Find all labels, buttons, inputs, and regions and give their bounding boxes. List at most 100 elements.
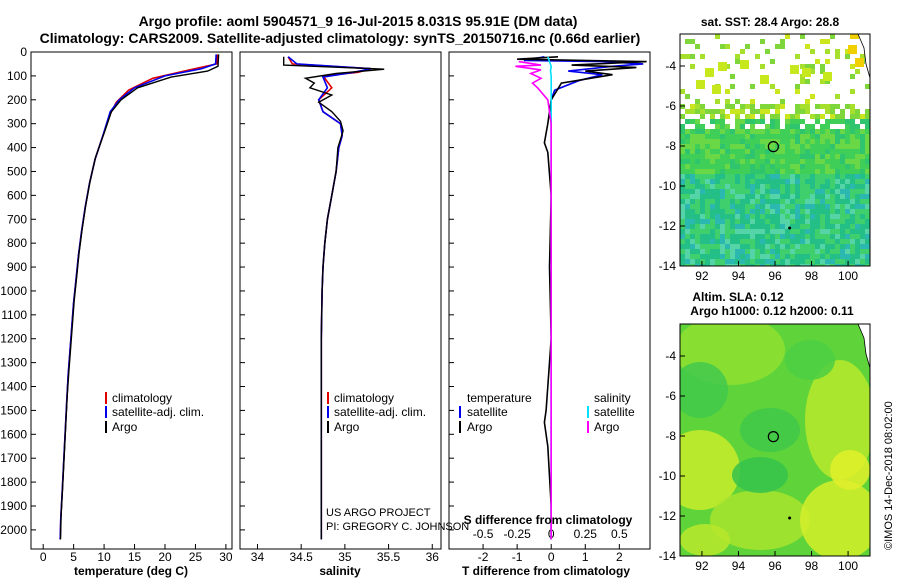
sst-cell	[845, 264, 850, 266]
sst-cell	[695, 189, 700, 194]
sst-cell	[700, 149, 705, 154]
sst-cell	[840, 149, 845, 154]
sst-cell	[820, 214, 825, 219]
sst-cell	[800, 219, 805, 224]
sst-cell	[840, 164, 845, 169]
sst-cell	[805, 169, 810, 174]
sst-cell	[745, 209, 750, 214]
map-y-tick-label: -8	[665, 429, 676, 443]
sst-cell	[755, 164, 760, 169]
sst-cell	[865, 239, 870, 244]
legend-label-s-satellite: satellite	[594, 405, 635, 419]
sla-map-field	[680, 324, 870, 556]
sst-cell	[750, 219, 755, 224]
sst-cell	[750, 84, 755, 89]
sst-cell	[705, 224, 710, 229]
sst-cell	[770, 124, 775, 129]
sst-cell	[745, 184, 750, 189]
sst-cell	[785, 189, 790, 194]
sst-cell	[720, 154, 725, 159]
sst-cell	[715, 119, 720, 124]
sst-cell	[750, 259, 755, 264]
sst-cell	[755, 174, 760, 179]
map-y-tick-label: -12	[659, 509, 677, 523]
sst-cell	[710, 114, 715, 119]
sst-cell	[755, 214, 760, 219]
sst-cell	[820, 134, 825, 139]
sst-cell	[860, 209, 865, 214]
sst-cell	[790, 164, 795, 169]
sst-cell	[765, 214, 770, 219]
sst-cell	[845, 54, 850, 59]
sst-cell	[800, 119, 805, 124]
sst-cell	[705, 68, 714, 77]
sst-cell	[695, 194, 700, 199]
sst-cell	[850, 244, 855, 249]
sst-cell	[690, 149, 695, 154]
sst-cell	[730, 184, 735, 189]
sst-cell	[740, 124, 745, 129]
sst-cell	[810, 194, 815, 199]
sst-cell	[860, 179, 865, 184]
sst-cell	[765, 204, 770, 209]
sst-cell	[720, 239, 725, 244]
sst-cell	[785, 159, 790, 164]
depth-tick-label: 500	[7, 164, 27, 178]
sst-cell	[690, 264, 695, 266]
sst-cell	[820, 194, 825, 199]
sst-cell	[850, 144, 855, 149]
sst-cell	[695, 174, 700, 179]
sst-cell	[750, 239, 755, 244]
sst-cell	[795, 164, 800, 169]
sst-cell	[705, 194, 710, 199]
sst-cell	[825, 154, 830, 159]
sst-cell	[690, 144, 695, 149]
x-tick-label: 2	[616, 550, 623, 564]
sst-cell	[865, 149, 870, 154]
sst-cell	[865, 179, 870, 184]
sst-cell	[820, 79, 825, 84]
sst-cell	[795, 154, 800, 159]
sst-cell	[810, 134, 815, 139]
sst-cell	[795, 134, 800, 139]
sst-cell	[790, 189, 795, 194]
sst-cell	[845, 169, 850, 174]
sst-cell	[825, 169, 830, 174]
sst-cell	[860, 169, 865, 174]
sst-cell	[790, 244, 795, 249]
sst-cell	[730, 129, 735, 134]
sst-cell	[690, 259, 695, 264]
sst-cell	[820, 114, 825, 119]
sst-cell	[735, 219, 740, 224]
sst-cell	[820, 264, 825, 266]
sst-cell	[800, 249, 805, 254]
sst-cell	[785, 134, 790, 139]
sst-cell	[695, 249, 700, 254]
sst-cell	[765, 194, 770, 199]
sst-cell	[795, 214, 800, 219]
s-difference-axis-label: S difference from climatology	[464, 513, 633, 527]
sst-cell	[735, 154, 740, 159]
sst-cell	[855, 249, 860, 254]
sst-cell	[845, 119, 850, 124]
sst-cell	[810, 139, 815, 144]
sst-cell	[730, 224, 735, 229]
sst-cell	[725, 259, 730, 264]
sst-cell	[760, 179, 765, 184]
sst-cell	[840, 254, 845, 259]
sst-cell	[760, 239, 765, 244]
sst-cell	[815, 189, 820, 194]
x-tick-label: 5	[70, 550, 77, 564]
sst-cell	[760, 139, 765, 144]
sst-cell	[830, 189, 835, 194]
sst-cell	[840, 199, 845, 204]
sst-cell	[770, 259, 775, 264]
sst-cell	[690, 179, 695, 184]
sst-cell	[680, 169, 685, 174]
legend-label-s-argo: Argo	[594, 420, 620, 434]
sst-cell	[795, 54, 800, 59]
series-s-argo	[515, 60, 552, 540]
sst-cell	[780, 139, 785, 144]
sst-cell	[815, 164, 820, 169]
credits-pi: PI: GREGORY C. JOHNSON	[326, 521, 469, 533]
